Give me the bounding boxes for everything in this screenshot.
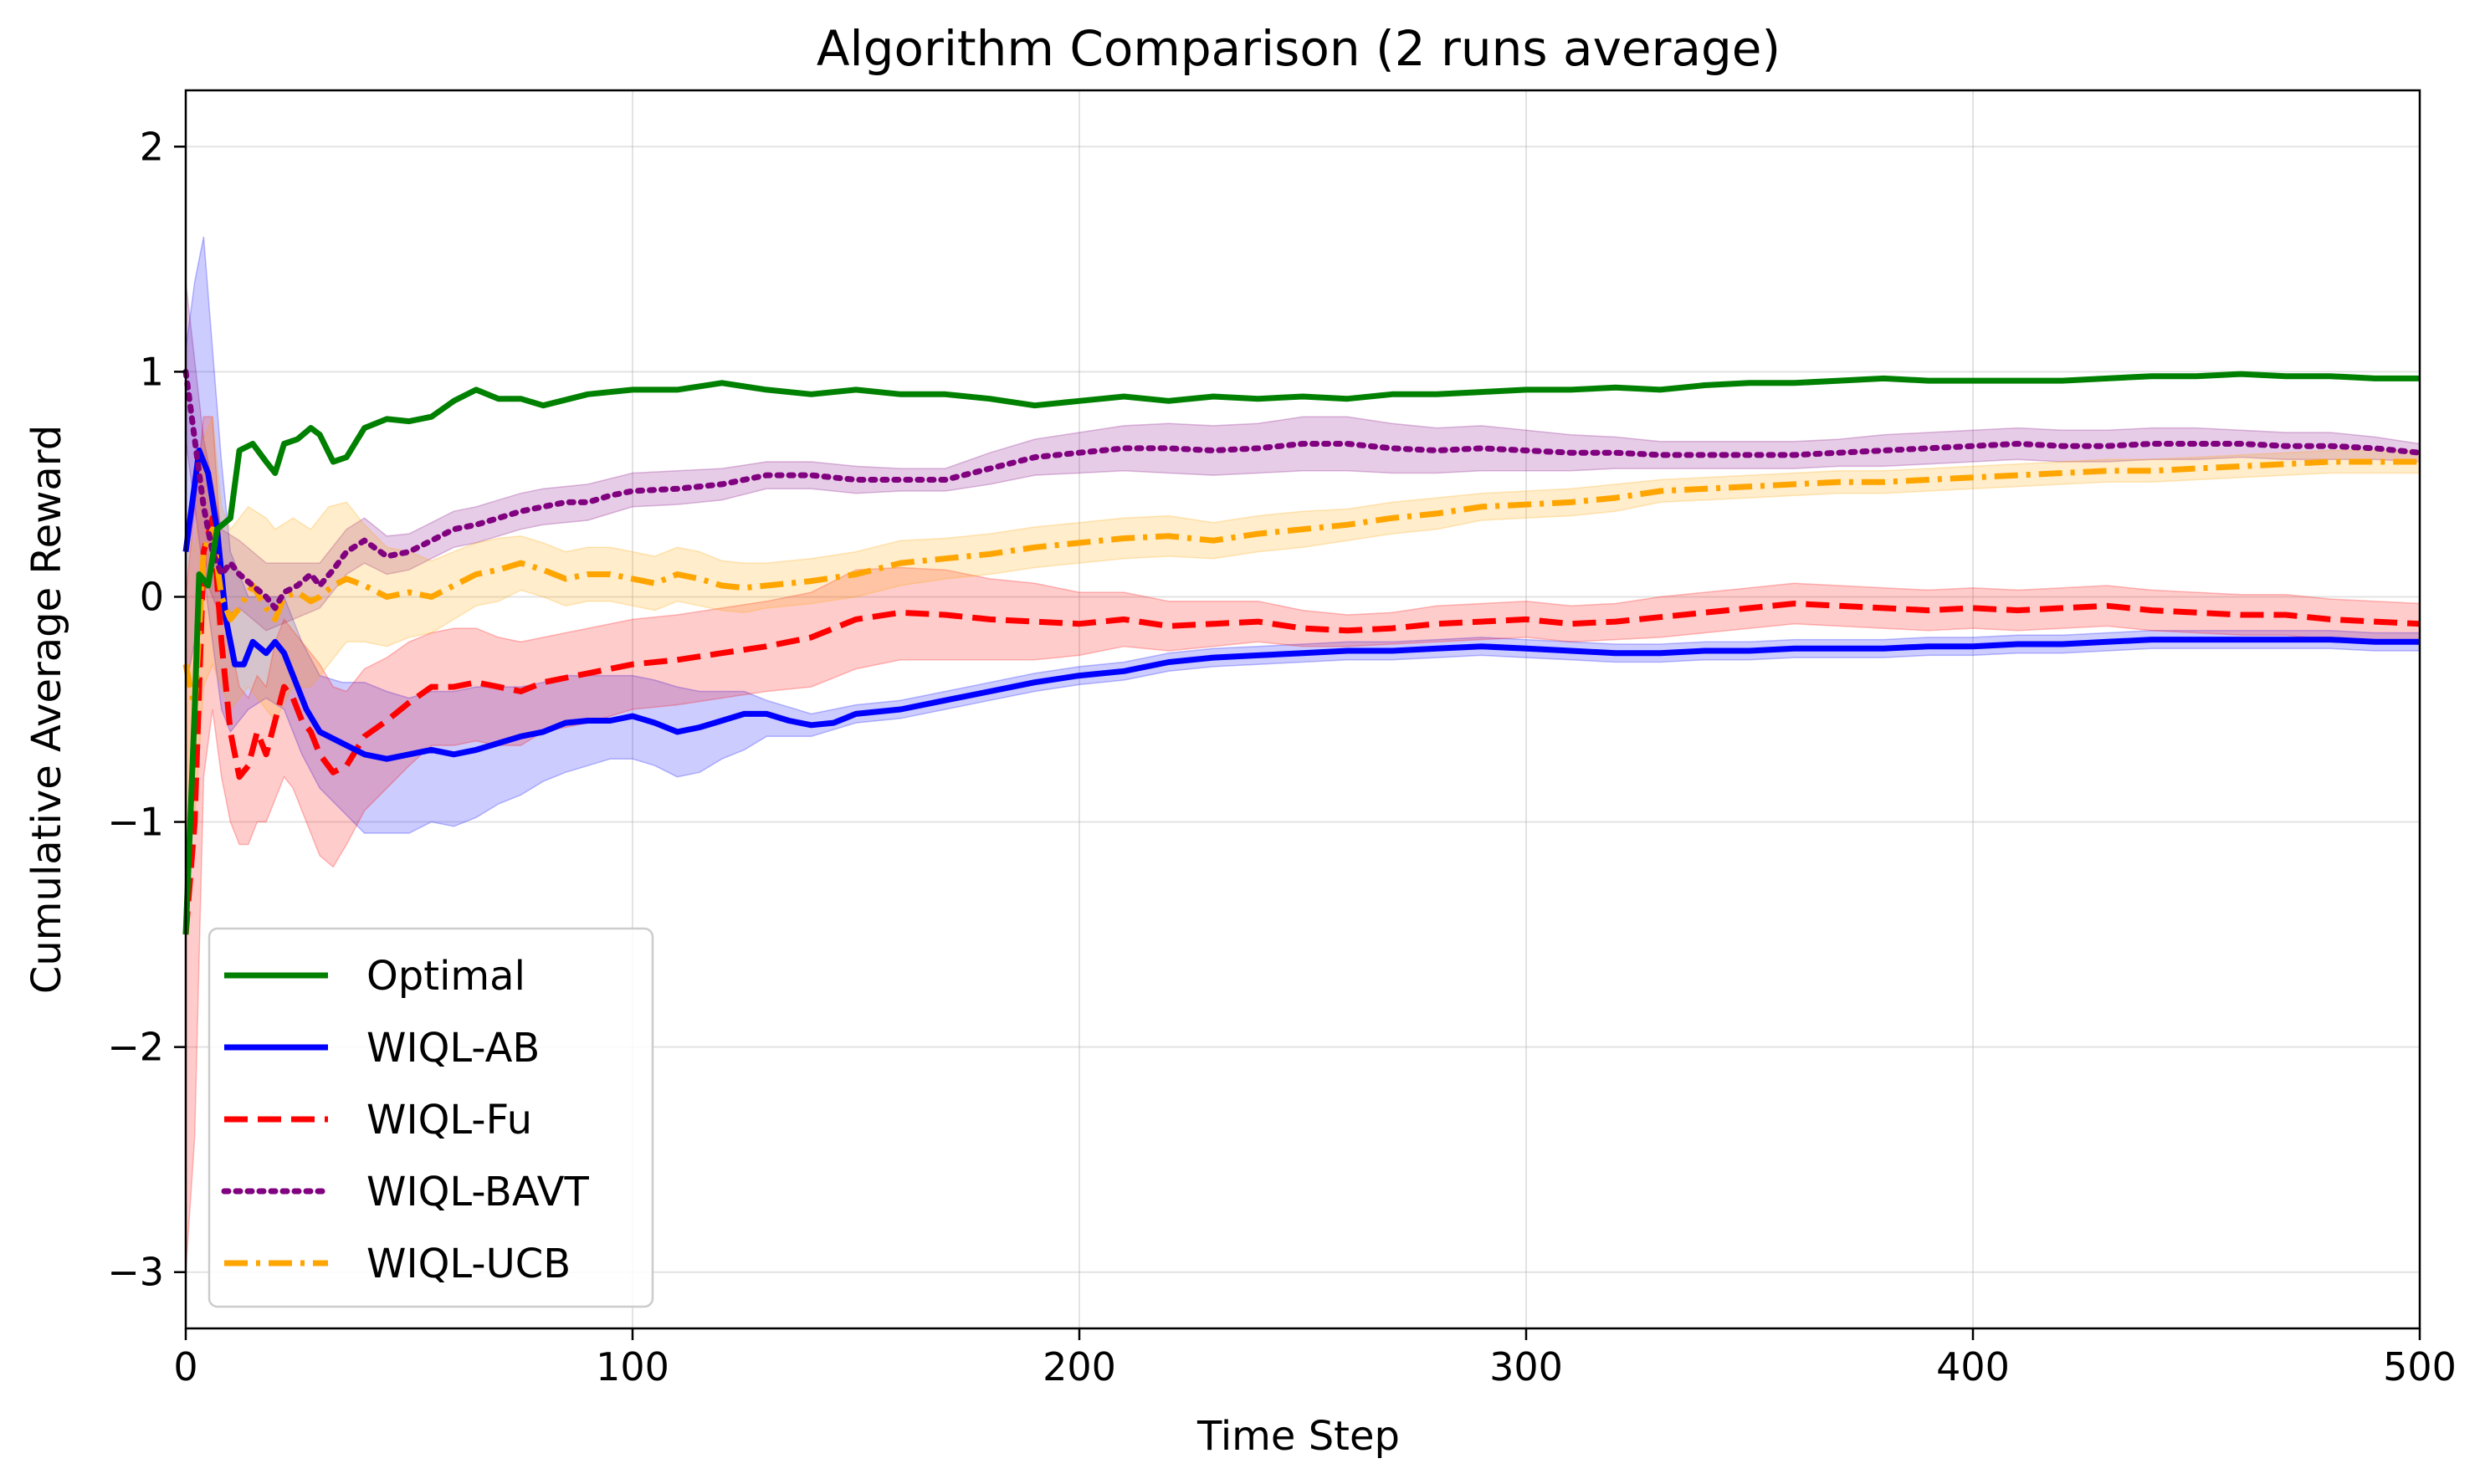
legend: Optimal WIQL-AB WIQL-Fu WIQL-BAVT WIQL-UCB bbox=[208, 927, 654, 1308]
y-axis-ticks: −3 −2 −1 0 1 2 bbox=[107, 124, 186, 1295]
y-axis-label: Cumulative Average Reward bbox=[23, 425, 70, 994]
series-line-wiql-ucb bbox=[182, 458, 2420, 713]
legend-label: WIQL-AB bbox=[366, 1025, 540, 1072]
y-tick-label: 1 bbox=[140, 349, 164, 394]
x-tick-label: 300 bbox=[1489, 1344, 1563, 1389]
series-lines bbox=[182, 368, 2423, 935]
chart-title: Algorithm Comparison (2 runs average) bbox=[817, 20, 1780, 77]
legend-label: WIQL-UCB bbox=[366, 1241, 571, 1287]
y-tick-label: 2 bbox=[140, 124, 164, 169]
y-tick-label: 0 bbox=[140, 574, 164, 619]
legend-label: WIQL-BAVT bbox=[366, 1169, 589, 1215]
x-tick-label: 100 bbox=[596, 1344, 669, 1389]
x-axis-ticks: 0 100 200 300 400 500 bbox=[173, 1328, 2457, 1389]
series-line-wiql-ab bbox=[182, 448, 2420, 762]
y-tick-label: −1 bbox=[107, 800, 164, 845]
plot-frame bbox=[184, 89, 2421, 1330]
x-tick-label: 200 bbox=[1043, 1344, 1116, 1389]
x-tick-label: 0 bbox=[173, 1344, 197, 1389]
series-line-wiql-fu bbox=[182, 514, 2421, 935]
series-line-optimal bbox=[182, 371, 2420, 935]
x-tick-label: 500 bbox=[2383, 1344, 2457, 1389]
legend-label: WIQL-Fu bbox=[366, 1097, 532, 1144]
y-tick-label: −2 bbox=[107, 1025, 164, 1070]
legend-box bbox=[208, 927, 654, 1308]
y-tick-label: −3 bbox=[107, 1250, 164, 1295]
uncertainty-bands bbox=[185, 236, 2421, 1272]
x-axis-label: Time Step bbox=[1196, 1413, 1400, 1460]
x-tick-label: 400 bbox=[1936, 1344, 2010, 1389]
series-line-wiql-bavt bbox=[182, 368, 2423, 612]
legend-label: Optimal bbox=[366, 953, 525, 1000]
